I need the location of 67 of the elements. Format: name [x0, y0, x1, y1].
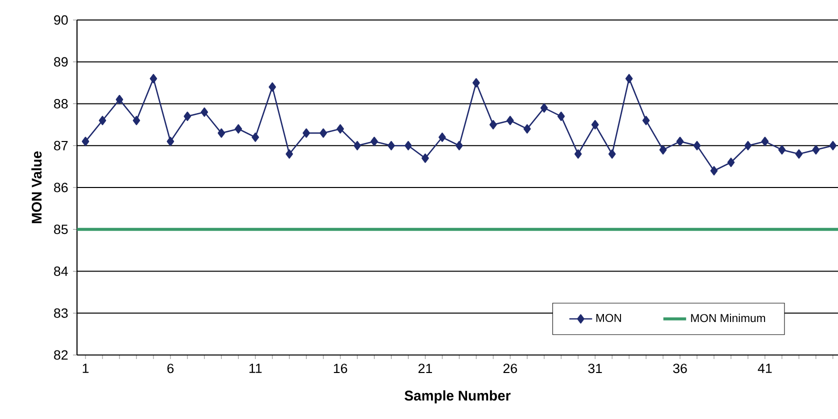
point	[642, 116, 650, 126]
point	[150, 74, 158, 84]
point	[676, 136, 684, 146]
point	[727, 158, 735, 168]
point	[404, 140, 412, 150]
legend-label: MON Minimum	[691, 314, 766, 322]
point	[370, 136, 378, 146]
y-tick-label: 86	[54, 182, 68, 192]
point	[388, 140, 395, 150]
point	[286, 149, 294, 159]
point	[693, 140, 701, 150]
point	[574, 149, 582, 159]
point	[540, 103, 548, 113]
point	[82, 136, 90, 146]
point	[490, 120, 497, 130]
y-tick-label: 82	[54, 350, 68, 360]
point	[438, 132, 446, 142]
y-tick-label: 83	[54, 308, 68, 318]
x-tick-label: 31	[588, 364, 602, 374]
point	[132, 116, 140, 126]
x-tick-label: 11	[249, 364, 262, 373]
point	[778, 145, 786, 154]
x-tick-label: 21	[418, 364, 432, 374]
point	[625, 74, 633, 84]
y-tick-label: 90	[54, 15, 68, 25]
x-axis-title: Sample Number	[404, 390, 511, 404]
y-tick-label: 84	[54, 266, 68, 276]
x-tick-label: 26	[503, 364, 517, 374]
x-tick-label: 36	[673, 364, 687, 374]
point	[116, 94, 124, 104]
point	[744, 140, 752, 150]
point	[557, 112, 565, 121]
point	[234, 124, 242, 134]
point	[472, 78, 480, 88]
point	[829, 140, 837, 150]
point	[523, 124, 531, 134]
point	[320, 128, 327, 138]
point	[761, 136, 769, 146]
point	[98, 116, 106, 126]
point	[354, 140, 361, 150]
y-tick-label: 89	[54, 57, 68, 67]
point	[268, 82, 276, 92]
point	[812, 145, 820, 154]
point	[591, 120, 599, 130]
point	[608, 149, 616, 159]
x-tick-label: 41	[758, 364, 772, 373]
y-axis-title: MON Value	[31, 151, 42, 224]
x-tick-label: 6	[167, 364, 174, 374]
point	[456, 140, 463, 150]
x-tick-label: 1	[82, 364, 89, 373]
point	[218, 128, 226, 138]
y-tick-label: 88	[54, 99, 68, 108]
point	[302, 128, 310, 138]
point	[710, 166, 718, 176]
point	[166, 136, 174, 146]
point	[422, 154, 429, 163]
point	[200, 107, 208, 117]
point	[795, 149, 803, 159]
point	[184, 112, 192, 121]
y-tick-label: 87	[54, 140, 68, 150]
y-tick-label: 85	[54, 224, 68, 234]
point	[506, 116, 514, 126]
point	[659, 145, 667, 154]
point	[252, 132, 260, 142]
x-tick-label: 16	[334, 364, 348, 374]
point	[336, 124, 344, 134]
legend-label: MON	[596, 314, 621, 322]
